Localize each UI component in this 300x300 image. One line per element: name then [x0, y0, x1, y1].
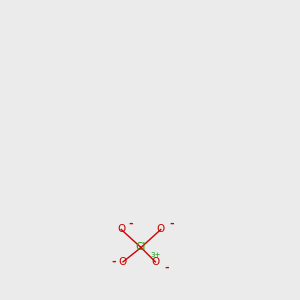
Text: -: - — [112, 257, 116, 267]
Text: O: O — [151, 257, 160, 267]
Text: -: - — [169, 219, 174, 229]
Text: O: O — [157, 224, 165, 235]
Text: O: O — [119, 257, 127, 267]
Text: -: - — [164, 262, 169, 272]
Text: 3+: 3+ — [151, 252, 161, 258]
Text: O: O — [117, 224, 125, 235]
Text: -: - — [128, 219, 133, 229]
Text: Cl: Cl — [136, 242, 146, 253]
